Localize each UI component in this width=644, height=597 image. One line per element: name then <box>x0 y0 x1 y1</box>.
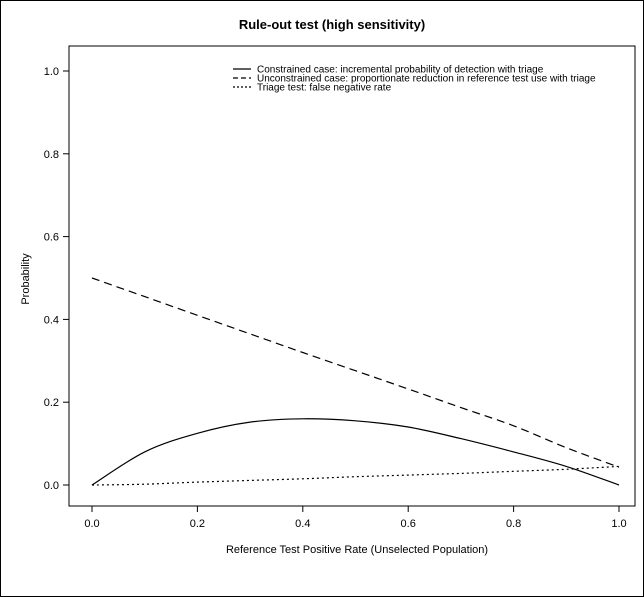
x-tick-label: 1.0 <box>611 518 626 530</box>
legend-label: Triage test: false negative rate <box>257 83 392 94</box>
series-line-dashed <box>91 277 620 468</box>
plot-area-border <box>68 45 636 507</box>
series-line-solid <box>91 418 620 486</box>
series-line-dotted <box>91 465 620 486</box>
y-axis: 0.0 0.2 0.4 0.6 0.8 1.0 <box>44 66 70 492</box>
legend-label: Unconstrained case: proportionate reduct… <box>257 74 596 85</box>
y-tick-label: 0.8 <box>44 149 59 161</box>
y-tick-label: 0.2 <box>44 397 59 409</box>
legend: Constrained case: incremental probabilit… <box>233 65 596 94</box>
y-tick-label: 1.0 <box>44 66 59 78</box>
y-tick-label: 0.0 <box>44 480 59 492</box>
x-axis: 0.0 0.2 0.4 0.6 0.8 1.0 <box>84 505 627 530</box>
chart-title: Rule-out test (high sensitivity) <box>239 17 425 32</box>
legend-label: Constrained case: incremental probabilit… <box>257 65 544 76</box>
x-tick-label: 0.4 <box>295 518 310 530</box>
y-axis-label: Probability <box>20 253 32 305</box>
x-tick-label: 0.8 <box>506 518 521 530</box>
x-axis-label: Reference Test Positive Rate (Unselected… <box>226 544 488 556</box>
x-tick-label: 0.2 <box>190 518 205 530</box>
x-tick-label: 0.6 <box>401 518 416 530</box>
y-tick-label: 0.4 <box>44 314 59 326</box>
y-tick-label: 0.6 <box>44 232 59 244</box>
series-lines <box>91 277 620 486</box>
x-tick-label: 0.0 <box>84 518 99 530</box>
